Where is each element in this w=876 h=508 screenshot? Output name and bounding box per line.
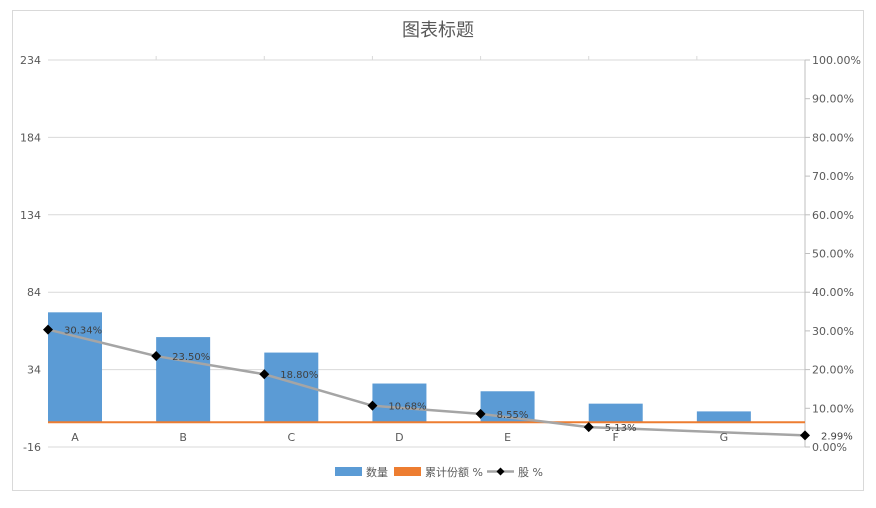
share-data-label-G: 2.99%: [821, 431, 853, 442]
secondary-y-tick-label: 100.00%: [812, 54, 861, 67]
secondary-y-tick-label: 50.00%: [812, 248, 854, 261]
bar-D: [372, 383, 427, 423]
legend-swatch-share-marker: [496, 467, 505, 476]
secondary-y-tick-label: 10.00%: [812, 402, 854, 415]
bar-B: [156, 337, 211, 423]
share-marker-F: [583, 422, 594, 433]
secondary-y-axis: 100.00% 90.00% 80.00% 70.00% 60.00% 50.00% 40.…: [804, 54, 861, 454]
share-data-label-F: 5.13%: [605, 423, 637, 434]
primary-y-tick-label: 34: [27, 364, 41, 377]
share-marker-C: [259, 369, 270, 380]
share-data-label-A: 30.34%: [64, 326, 102, 337]
legend-label-count: 数量: [366, 466, 388, 479]
bar-G: [696, 411, 751, 423]
primary-y-tick-label: 234: [20, 54, 41, 67]
category-label: B: [179, 431, 187, 444]
secondary-y-tick-label: 80.00%: [812, 131, 854, 144]
category-axis: A B C D E F G: [71, 431, 728, 444]
primary-y-axis: 234 184 134 84 34 -16: [20, 54, 41, 454]
category-label: C: [287, 431, 295, 444]
legend-label-cumulative: 累计份额 %: [425, 466, 483, 479]
primary-y-tick-label: 84: [27, 286, 41, 299]
legend-label-share: 股 %: [518, 466, 543, 479]
share-marker-D: [367, 400, 378, 411]
category-label: F: [613, 431, 619, 444]
share-marker-B: [151, 351, 162, 362]
category-label: E: [504, 431, 511, 444]
secondary-y-tick-label: 60.00%: [812, 209, 854, 222]
legend-swatch-cumulative: [394, 467, 421, 476]
secondary-y-tick-label: 70.00%: [812, 170, 854, 183]
primary-y-tick-label: 134: [20, 209, 41, 222]
share-data-label-E: 8.55%: [497, 410, 529, 421]
share-data-label-B: 23.50%: [172, 352, 210, 363]
bar-F: [588, 403, 643, 423]
secondary-y-tick-label: 40.00%: [812, 286, 854, 299]
chart-title: 图表标题: [402, 20, 474, 41]
share-data-label-C: 18.80%: [280, 370, 318, 381]
primary-y-tick-label: -16: [23, 441, 41, 454]
category-label: D: [395, 431, 403, 444]
secondary-y-tick-label: 30.00%: [812, 325, 854, 338]
share-line-series: 30.34% 23.50% 18.80% 10.68% 8.55% 5.13% 2.99%: [43, 324, 853, 442]
share-marker-E: [475, 408, 486, 419]
share-marker-G: [800, 430, 810, 441]
legend-swatch-count: [335, 467, 362, 476]
category-label: A: [71, 431, 79, 444]
secondary-y-tick-label: 20.00%: [812, 364, 854, 377]
share-data-label-D: 10.68%: [388, 402, 426, 413]
secondary-y-tick-label: 0.00%: [812, 441, 847, 454]
category-label: G: [720, 431, 729, 444]
legend: 数量 累计份额 % 股 %: [335, 466, 543, 479]
share-marker-A: [43, 324, 53, 335]
primary-y-tick-label: 184: [20, 131, 41, 144]
secondary-y-tick-label: 90.00%: [812, 93, 854, 106]
